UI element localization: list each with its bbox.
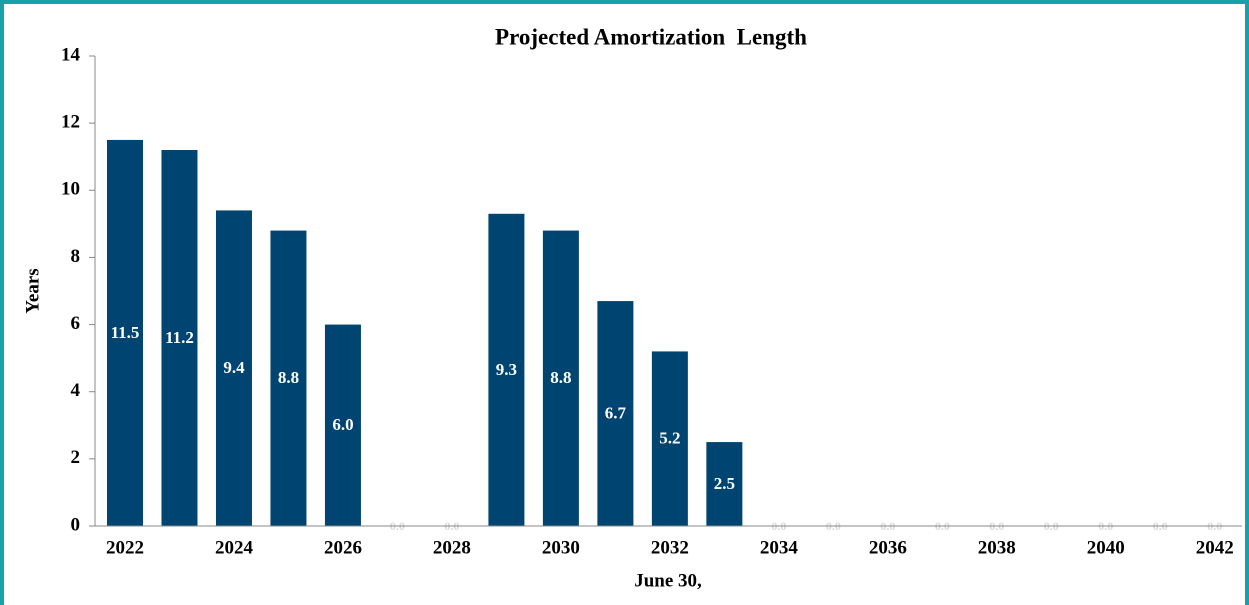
x-axis-label: June 30, bbox=[634, 570, 702, 591]
y-axis-label: Years bbox=[22, 268, 43, 313]
value-label: 11.2 bbox=[165, 328, 194, 347]
y-tick-label: 0 bbox=[71, 514, 81, 535]
x-tick-label: 2024 bbox=[215, 537, 254, 558]
value-label: 5.2 bbox=[659, 429, 680, 448]
value-label: 9.4 bbox=[223, 358, 245, 377]
x-tick-label: 2036 bbox=[869, 537, 907, 558]
chart-title: Projected Amortization Length bbox=[495, 24, 807, 49]
bar bbox=[651, 351, 688, 526]
value-label: 6.7 bbox=[605, 403, 627, 422]
value-label: 8.8 bbox=[278, 368, 299, 387]
value-label: 2.5 bbox=[714, 474, 735, 493]
x-tick-label: 2030 bbox=[542, 537, 580, 558]
y-tick-label: 4 bbox=[71, 380, 81, 401]
x-tick-label: 2022 bbox=[106, 537, 144, 558]
bar bbox=[106, 139, 143, 526]
y-tick-label: 10 bbox=[61, 179, 80, 200]
y-tick-label: 14 bbox=[61, 44, 81, 65]
x-tick-label: 2040 bbox=[1087, 537, 1125, 558]
x-tick-label: 2026 bbox=[324, 537, 362, 558]
x-tick-label: 2034 bbox=[760, 537, 799, 558]
x-tick-label: 2032 bbox=[651, 537, 689, 558]
value-label: 9.3 bbox=[496, 360, 517, 379]
bar bbox=[324, 324, 361, 526]
bar bbox=[488, 213, 525, 527]
bar bbox=[270, 230, 307, 527]
y-tick-label: 2 bbox=[71, 447, 81, 468]
bar bbox=[597, 301, 634, 526]
y-tick-label: 6 bbox=[71, 313, 81, 334]
value-label: 11.5 bbox=[111, 323, 140, 342]
bar bbox=[542, 230, 579, 527]
x-tick-label: 2038 bbox=[978, 537, 1016, 558]
bar bbox=[706, 442, 743, 526]
value-label: 6.0 bbox=[332, 415, 353, 434]
bar bbox=[215, 210, 252, 526]
x-tick-label: 2028 bbox=[433, 537, 471, 558]
x-tick-label: 2042 bbox=[1196, 537, 1234, 558]
value-label: 8.8 bbox=[550, 368, 571, 387]
y-tick-label: 12 bbox=[61, 112, 80, 133]
y-tick-label: 8 bbox=[71, 246, 81, 267]
bar bbox=[161, 150, 198, 526]
